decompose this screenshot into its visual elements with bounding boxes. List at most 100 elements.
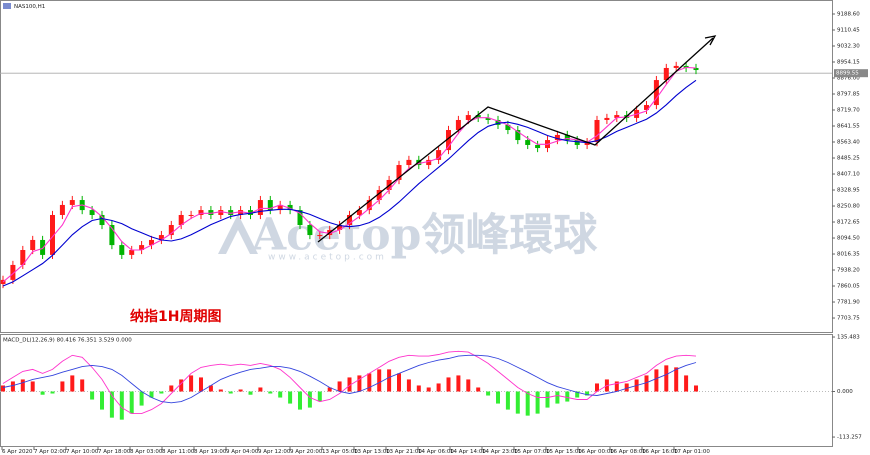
histogram-bar	[218, 389, 223, 392]
y-tick-label: 8016.35	[837, 252, 860, 258]
candle-body	[50, 214, 55, 255]
histogram-bar	[505, 391, 510, 410]
candle-body	[149, 239, 154, 246]
candle-body	[614, 115, 620, 118]
x-tick-label: 17 Apr 01:00	[674, 449, 710, 455]
candle-body	[267, 200, 273, 211]
histogram-bar	[664, 365, 669, 392]
candle-body	[188, 214, 194, 216]
x-tick-label: 13 Apr 05:00	[322, 449, 358, 455]
arrow-head	[704, 35, 717, 46]
histogram-bar	[684, 375, 689, 392]
chart-icon	[3, 3, 11, 9]
candle-body	[535, 144, 541, 149]
histogram-bar	[436, 383, 441, 392]
histogram-bar	[258, 387, 263, 392]
candle-body	[307, 225, 313, 236]
last-price-box	[834, 69, 868, 78]
histogram-bar	[238, 389, 243, 392]
y-tick-label: 9032.30	[837, 44, 860, 50]
histogram-bar	[624, 383, 629, 392]
histogram-bar	[298, 391, 302, 410]
histogram-bar	[545, 391, 550, 408]
candle-body	[69, 200, 75, 205]
histogram-bar	[555, 391, 560, 404]
y-tick-label: 8563.40	[837, 140, 860, 146]
x-tick-label: 13 Apr 21:00	[386, 449, 422, 455]
candle-body	[475, 115, 481, 118]
y-tick-label: 7860.05	[837, 284, 860, 290]
x-tick-label: 8 Apr 03:00	[130, 449, 163, 455]
candle-body	[356, 210, 362, 215]
candle-body	[673, 65, 679, 68]
candle-body	[564, 134, 570, 141]
histogram-bar	[406, 379, 411, 392]
candle-body	[178, 214, 184, 226]
indicator-label: MACD_DL(12,26,9) 80.416 76.351 3.529 0.0…	[3, 338, 132, 344]
x-tick-label: 14 Apr 06:00	[418, 449, 454, 455]
histogram-bar	[654, 369, 659, 392]
x-tick-label: 7 Apr 10:00	[66, 449, 99, 455]
y-tick-label: 8094.50	[837, 236, 860, 242]
last-price-label: 8899.55	[836, 71, 859, 77]
indicator-tick-label: 135.483	[837, 335, 860, 341]
x-tick-label: 9 Apr 04:00	[226, 449, 259, 455]
histogram-bar	[90, 391, 95, 400]
annotation: 纳指1H周期图	[130, 308, 221, 325]
candle-body	[248, 210, 253, 215]
indicator-tick-label: -113.257	[837, 435, 862, 441]
candle-body	[109, 225, 115, 246]
x-tick-label: 16 Apr 16:00	[642, 449, 678, 455]
y-tick-label: 8719.70	[837, 108, 860, 114]
x-tick-label: 9 Apr 20:00	[290, 449, 323, 455]
histogram-bar	[208, 385, 213, 392]
histogram-bar	[317, 391, 322, 402]
trend-lines	[317, 35, 717, 243]
histogram-bar	[456, 375, 461, 392]
x-tick-label: 14 Apr 23:00	[482, 449, 518, 455]
histogram-bar	[674, 367, 679, 392]
watermark-logo	[218, 214, 258, 254]
candle-body	[446, 130, 451, 151]
histogram-bar	[535, 391, 540, 414]
histogram-bar	[248, 391, 253, 395]
candle-body	[228, 210, 234, 215]
y-tick-label: 8407.10	[837, 172, 860, 178]
x-tick-label: 16 Apr 00:00	[578, 449, 614, 455]
y-tick-label: 7703.75	[837, 316, 860, 322]
candle-body	[158, 235, 164, 240]
x-tick-label: 9 Apr 12:00	[258, 449, 291, 455]
histogram-bar	[397, 373, 401, 392]
histogram-bar	[585, 391, 590, 396]
watermark: Acetop领峰環球 www.acetop.com	[218, 210, 598, 263]
candle-body	[218, 210, 224, 215]
y-tick-label: 7938.20	[837, 268, 860, 274]
histogram-bar	[50, 391, 55, 394]
histogram-bar	[496, 391, 500, 404]
histogram-bar	[228, 391, 233, 394]
histogram-bar	[40, 391, 45, 395]
candle-body	[426, 159, 432, 166]
candle-body	[693, 67, 699, 71]
x-tick-label: 8 Apr 19:00	[194, 449, 227, 455]
watermark-url: www.acetop.com	[268, 253, 387, 263]
indicator-tick-label: 0.000	[837, 389, 853, 395]
histogram-bar	[525, 391, 530, 416]
candle-body	[366, 200, 372, 211]
histogram-bar	[199, 377, 203, 392]
candle-body	[663, 67, 669, 81]
candle-body	[287, 204, 293, 211]
histogram-bar	[20, 379, 25, 392]
candle-body	[515, 130, 521, 141]
chart-title: NAS100,H1	[14, 4, 45, 10]
histogram-bar	[100, 391, 104, 410]
candle-body	[406, 159, 412, 166]
y-tick-label: 8485.25	[837, 156, 860, 162]
candle-body	[396, 165, 402, 180]
candle-body	[129, 249, 135, 255]
candle-body	[238, 210, 244, 215]
candle-body	[257, 200, 263, 215]
candle-body	[168, 225, 174, 236]
candle-body	[297, 210, 303, 226]
